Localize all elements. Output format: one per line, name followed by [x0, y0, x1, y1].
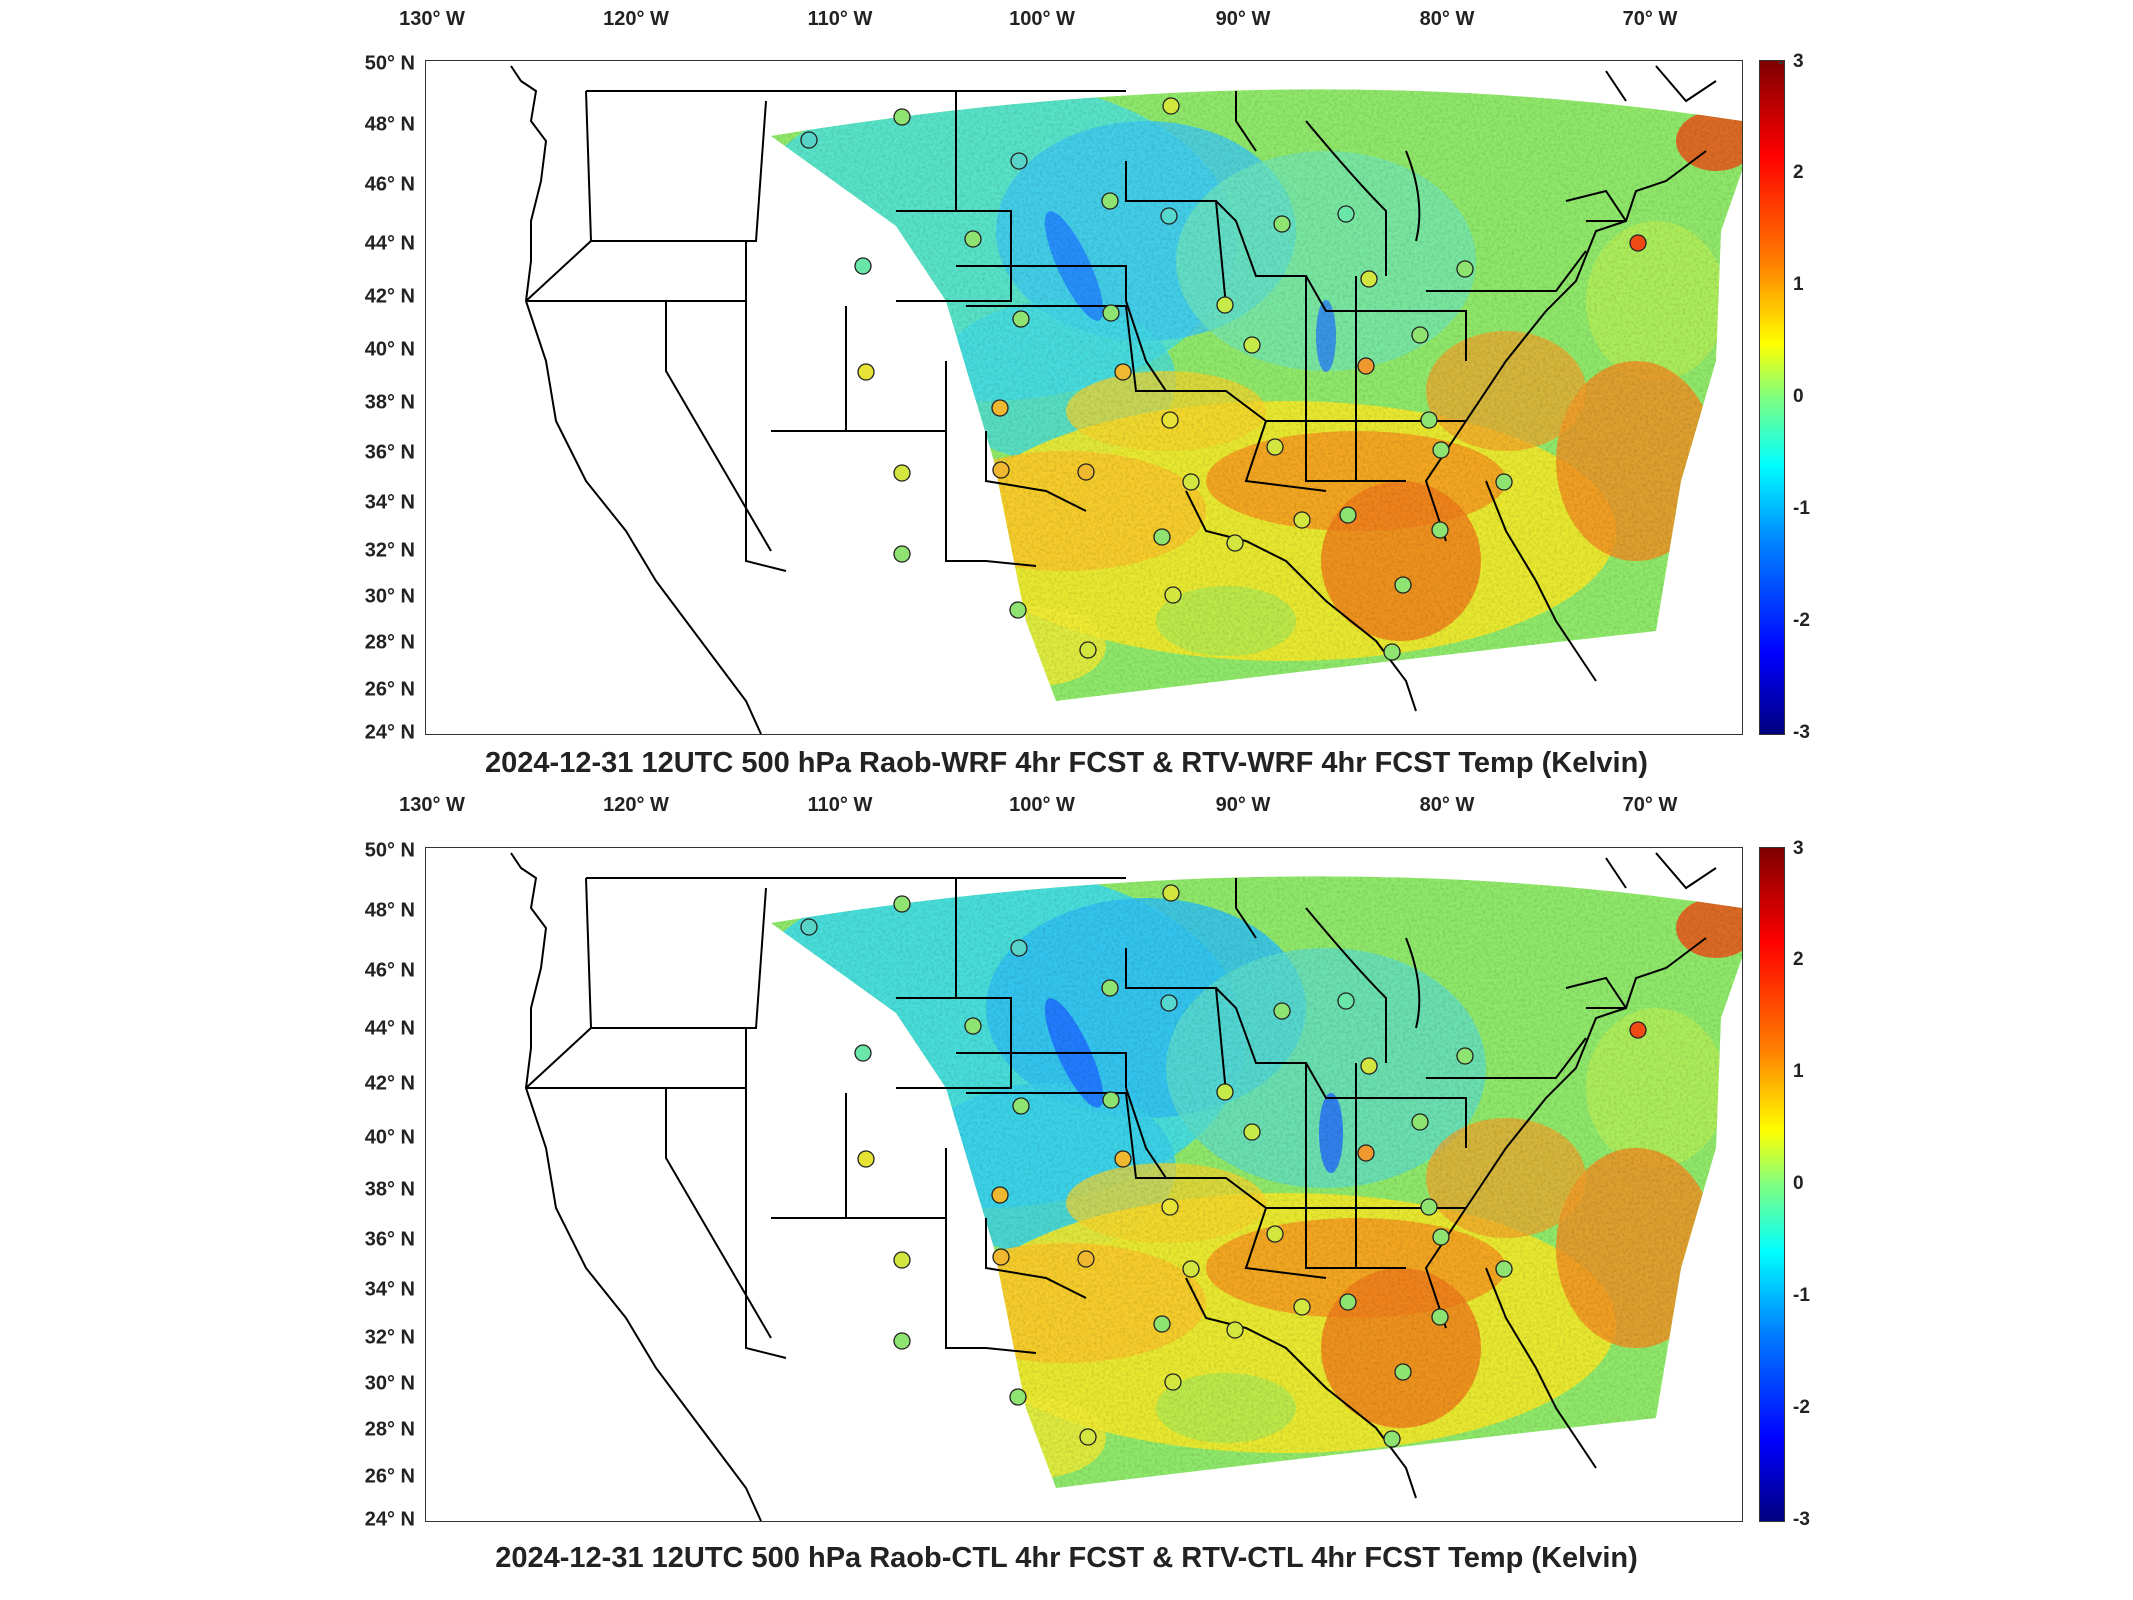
- lon-label: 130° W: [399, 794, 465, 816]
- lat-label: 44° N: [364, 232, 415, 255]
- lat-label: 42° N: [364, 285, 415, 308]
- map-plot-area: [425, 60, 1743, 735]
- lat-label: 50° N: [364, 52, 415, 75]
- lat-label: 38° N: [364, 391, 415, 414]
- panel-title: 2024-12-31 12UTC 500 hPa Raob-WRF 4hr FC…: [485, 747, 1648, 779]
- colorbar-tick: 0: [1793, 386, 1804, 407]
- lon-label: 70° W: [1622, 794, 1678, 816]
- colorbar: [1759, 60, 1785, 735]
- lat-label: 46° N: [364, 173, 415, 196]
- raob-stations: [800, 884, 1647, 1448]
- panel-title: 2024-12-31 12UTC 500 hPa Raob-CTL 4hr FC…: [495, 1542, 1638, 1574]
- temperature-difference-map: [510, 65, 1742, 734]
- lat-label: 50° N: [364, 839, 415, 862]
- lat-label: 32° N: [364, 1326, 415, 1349]
- lon-label: 80° W: [1419, 8, 1475, 30]
- lat-label: 24° N: [364, 721, 415, 744]
- colorbar: [1759, 847, 1785, 1522]
- lat-label: 26° N: [364, 1465, 415, 1488]
- colorbar-tick: 3: [1793, 838, 1804, 859]
- lon-label: 70° W: [1622, 8, 1678, 30]
- colorbar-tick: 2: [1793, 162, 1804, 183]
- lat-label: 26° N: [364, 678, 415, 701]
- colorbar-tick: -2: [1793, 610, 1810, 631]
- colorbar-tick: 0: [1793, 1173, 1804, 1194]
- colorbar-tick: 1: [1793, 274, 1804, 295]
- lat-label: 46° N: [364, 959, 415, 982]
- colorbar-tick: 1: [1793, 1061, 1804, 1082]
- lon-label: 90° W: [1215, 8, 1271, 30]
- map-panel-raob-ctl: 130° W 120° W 110° W 100° W 90° W 80° W …: [0, 790, 2133, 1600]
- lat-label: 44° N: [364, 1017, 415, 1040]
- forecast-field: [771, 89, 1742, 702]
- colorbar-tick: 2: [1793, 949, 1804, 970]
- lat-label: 42° N: [364, 1072, 415, 1095]
- colorbar-tick: -2: [1793, 1397, 1810, 1418]
- lat-label: 30° N: [364, 585, 415, 608]
- lat-label: 40° N: [364, 338, 415, 361]
- lon-label: 110° W: [807, 794, 873, 816]
- colorbar-tick: -3: [1793, 722, 1810, 743]
- lat-label: 34° N: [364, 1278, 415, 1301]
- temperature-difference-map: [510, 852, 1742, 1521]
- lat-label: 40° N: [364, 1126, 415, 1149]
- state-boundaries: [510, 65, 1717, 734]
- lon-label: 130° W: [399, 8, 465, 30]
- lon-label: 120° W: [603, 8, 669, 30]
- lon-label: 110° W: [807, 8, 873, 30]
- lat-label: 36° N: [364, 441, 415, 464]
- lat-label: 48° N: [364, 899, 415, 922]
- colorbar-tick: -3: [1793, 1509, 1810, 1530]
- lat-label: 32° N: [364, 539, 415, 562]
- map-panel-raob-wrf: 130° W 120° W 110° W 100° W 90° W 80° W …: [0, 0, 2133, 790]
- lat-label: 28° N: [364, 1418, 415, 1441]
- colorbar-tick: -1: [1793, 1285, 1810, 1306]
- lon-label: 90° W: [1215, 794, 1271, 816]
- lat-label: 38° N: [364, 1178, 415, 1201]
- lat-label: 48° N: [364, 113, 415, 136]
- lat-label: 36° N: [364, 1228, 415, 1251]
- forecast-field: [771, 876, 1742, 1489]
- lon-label: 100° W: [1009, 794, 1075, 816]
- lon-label: 80° W: [1419, 794, 1475, 816]
- state-boundaries: [510, 852, 1717, 1521]
- colorbar-tick: 3: [1793, 51, 1804, 72]
- lat-label: 30° N: [364, 1372, 415, 1395]
- lon-label: 100° W: [1009, 8, 1075, 30]
- colorbar-tick: -1: [1793, 498, 1810, 519]
- lat-label: 24° N: [364, 1508, 415, 1531]
- raob-stations: [800, 97, 1647, 661]
- lon-label: 120° W: [603, 794, 669, 816]
- lat-label: 28° N: [364, 631, 415, 654]
- lat-label: 34° N: [364, 491, 415, 514]
- map-plot-area: [425, 847, 1743, 1522]
